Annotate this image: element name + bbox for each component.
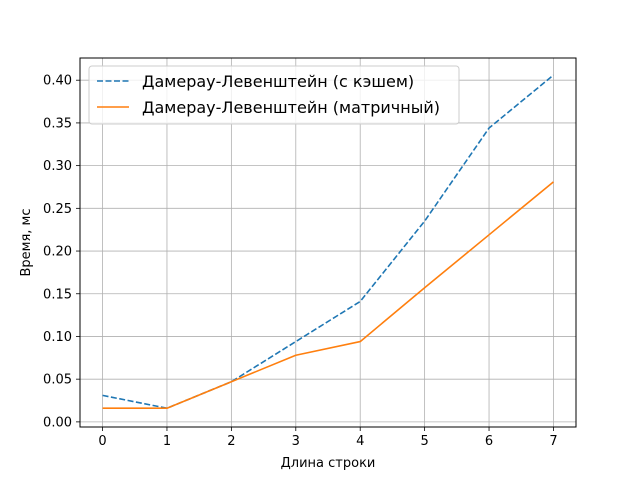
y-tick-label: 0.25	[43, 202, 72, 217]
x-axis-label: Длина строки	[281, 456, 376, 471]
y-tick-label: 0.15	[43, 287, 72, 302]
y-tick-label: 0.30	[43, 159, 72, 174]
x-tick-label: 7	[549, 434, 557, 449]
plot-frame	[79, 57, 577, 428]
legend: Дамерау-Левенштейн (с кэшем) Дамерау-Лев…	[88, 65, 460, 125]
legend-label-cached: Дамерау-Левенштейн (с кэшем)	[142, 72, 414, 91]
x-tick-label: 6	[485, 434, 493, 449]
x-tick-label: 2	[227, 434, 235, 449]
series-lines	[102, 74, 554, 410]
y-tick-label: 0.20	[43, 245, 72, 260]
legend-box	[88, 65, 460, 125]
axis-ticks: 0 1 2 3 4 5 6 7 0.00 0.05 0.10 0.15 0.20 0.25 0.30 0.35…	[43, 74, 558, 449]
legend-label-matrix: Дамерау-Левенштейн (матричный)	[142, 98, 440, 117]
y-tick-label: 0.40	[43, 74, 72, 89]
y-tick-label: 0.00	[43, 415, 72, 430]
x-tick-label: 4	[356, 434, 364, 449]
x-tick-label: 5	[420, 434, 428, 449]
x-tick-label: 3	[292, 434, 300, 449]
x-tick-label: 0	[98, 434, 106, 449]
y-tick-label: 0.35	[43, 116, 72, 131]
y-tick-label: 0.10	[43, 330, 72, 345]
x-tick-label: 1	[163, 434, 171, 449]
y-tick-label: 0.05	[43, 373, 72, 388]
y-axis-label: Время, мс	[19, 208, 34, 276]
series-line-matrix	[102, 181, 554, 410]
